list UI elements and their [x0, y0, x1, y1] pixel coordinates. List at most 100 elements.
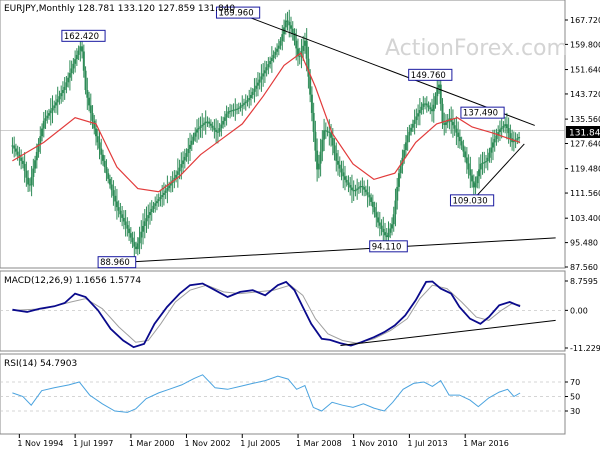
candle-body: [140, 231, 143, 238]
macd-y-tick-label: 8.7595: [570, 277, 598, 286]
candle-body: [425, 103, 428, 106]
candle-body: [411, 123, 414, 128]
candle-body: [37, 143, 40, 152]
candle-body: [485, 161, 488, 163]
candle-body: [215, 129, 218, 132]
candle-body: [168, 185, 171, 189]
candle-body: [493, 138, 496, 143]
candle-body: [288, 21, 291, 26]
candle-body: [135, 246, 138, 250]
candle-body: [347, 182, 350, 186]
x-tick-label: 1 Jul 2005: [240, 439, 280, 448]
price-label: 88.960: [100, 258, 130, 268]
candle-body: [518, 136, 521, 139]
candle-body: [206, 121, 209, 123]
macd-y-tick-label: -11.2299: [570, 344, 600, 353]
candle-body: [225, 113, 228, 118]
candle-body: [60, 93, 63, 97]
candle-body: [21, 160, 24, 164]
candle-body: [121, 214, 124, 218]
moving-average-line: [12, 52, 521, 193]
candle-body: [317, 163, 320, 170]
candle-body: [406, 135, 409, 143]
candle-body: [251, 91, 254, 95]
x-tick-label: 1 Mar 2000: [129, 439, 175, 448]
candle-body: [53, 105, 56, 108]
candle-body: [195, 129, 198, 133]
candle-body: [455, 128, 458, 133]
candle-body: [338, 164, 341, 169]
x-tick-label: 1 Jul 1997: [73, 439, 113, 448]
candle-body: [253, 88, 256, 92]
candle-body: [237, 107, 240, 109]
candle-body: [159, 197, 162, 200]
candle-body: [136, 243, 139, 250]
price-header: EURJPY,Monthly 128.781 133.120 127.859 1…: [4, 4, 235, 14]
candle-body: [457, 132, 460, 137]
candle-body: [458, 136, 461, 142]
candle-body: [319, 151, 322, 164]
candle-body: [436, 87, 439, 97]
candle-body: [345, 179, 348, 183]
candle-body: [79, 46, 82, 51]
candle-body: [342, 172, 345, 177]
candle-body: [164, 190, 167, 193]
candle-body: [478, 169, 481, 177]
candle-body: [218, 128, 221, 132]
candle-body: [413, 120, 416, 124]
candle-body: [148, 212, 151, 216]
candle-body: [244, 101, 247, 104]
candle-body: [375, 212, 378, 218]
candle-body: [183, 156, 186, 161]
candle-body: [392, 214, 395, 225]
x-tick-label: 1 Nov 2002: [184, 439, 230, 448]
candle-body: [161, 194, 164, 198]
candle-body: [514, 139, 517, 141]
candle-body: [81, 46, 84, 52]
price-label-box: [61, 29, 106, 42]
candle-body: [236, 108, 239, 110]
candle-body: [389, 228, 392, 233]
candle-body: [371, 201, 374, 208]
rsi-line: [12, 374, 521, 413]
candle-body: [307, 58, 310, 77]
x-tick-label: 1 Nov 2010: [352, 439, 398, 448]
candle-body: [516, 138, 519, 140]
candle-body: [363, 187, 366, 190]
candle-body: [128, 228, 131, 234]
price-y-tick-label: 87.560: [570, 263, 598, 272]
x-tick-label: 1 Jul 2013: [407, 439, 447, 448]
price-y-tick-label: 127.640: [570, 140, 600, 149]
candle-body: [509, 133, 512, 139]
candle-body: [460, 141, 463, 146]
candle-body: [142, 225, 145, 232]
candle-body: [234, 109, 237, 111]
candle-body: [222, 120, 225, 125]
rsi-y-tick-label: 50: [570, 393, 580, 402]
candle-body: [302, 45, 305, 51]
candle-body: [175, 174, 178, 178]
candle-body: [439, 84, 442, 104]
candle-body: [286, 20, 289, 22]
price-y-tick-label: 143.720: [570, 90, 600, 99]
price-y-ticks: 167.720 159.800 151.640 143.720 135.560 127.6…: [565, 16, 600, 272]
candle-body: [335, 153, 338, 161]
rsi-y-tick-label: 30: [570, 407, 580, 416]
candle-body: [331, 137, 334, 146]
candle-body: [324, 130, 327, 132]
candle-body: [387, 232, 390, 238]
candle-body: [115, 201, 118, 208]
candle-body: [119, 210, 122, 215]
candle-body: [316, 150, 319, 170]
price-label: 169.960: [218, 9, 253, 19]
candle-body: [133, 242, 136, 247]
candle-body: [213, 127, 216, 130]
macd-y-ticks: 8.7595 0.00 -11.2299: [565, 277, 600, 353]
candle-body: [328, 131, 331, 133]
candle-body: [30, 176, 33, 186]
candle-body: [42, 120, 45, 129]
candle-body: [310, 94, 313, 113]
price-y-tick-label: 95.480: [570, 239, 598, 248]
price-label: 162.420: [64, 32, 99, 42]
candle-body: [368, 194, 371, 198]
